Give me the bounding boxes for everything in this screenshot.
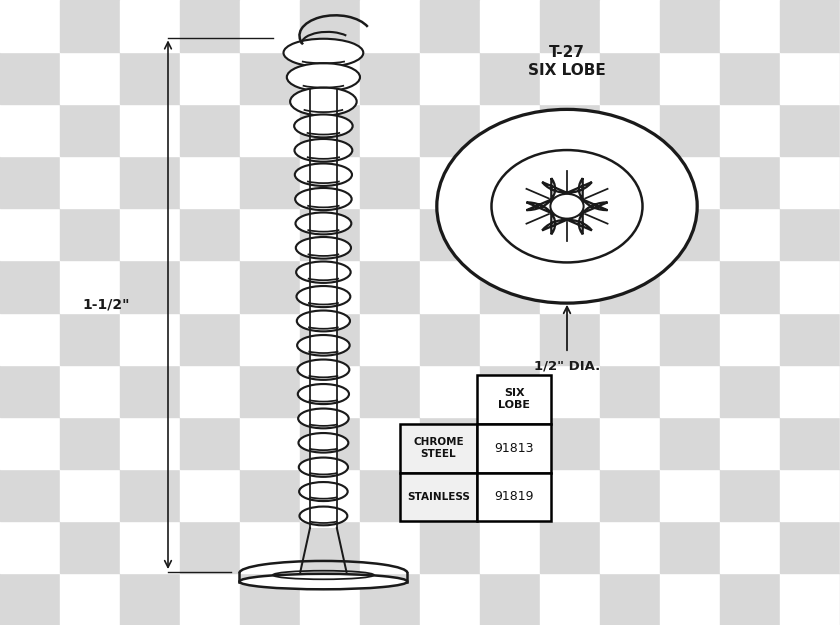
Text: SIX
LOBE: SIX LOBE xyxy=(498,388,530,411)
Ellipse shape xyxy=(296,237,351,259)
Ellipse shape xyxy=(297,286,350,307)
Ellipse shape xyxy=(297,311,350,331)
Text: STAINLESS: STAINLESS xyxy=(407,492,470,502)
Bar xyxy=(400,424,477,472)
Bar xyxy=(477,375,551,424)
Ellipse shape xyxy=(296,213,351,234)
Ellipse shape xyxy=(299,458,348,477)
Ellipse shape xyxy=(298,384,349,404)
Text: 91819: 91819 xyxy=(494,491,534,503)
Ellipse shape xyxy=(298,409,349,428)
Bar xyxy=(477,472,551,521)
Circle shape xyxy=(550,194,584,219)
Ellipse shape xyxy=(295,139,352,162)
Polygon shape xyxy=(527,178,607,234)
Text: 1/2" DIA.: 1/2" DIA. xyxy=(534,359,600,372)
Text: T-27
SIX LOBE: T-27 SIX LOBE xyxy=(528,44,606,78)
Ellipse shape xyxy=(239,574,407,589)
Ellipse shape xyxy=(295,188,352,210)
Ellipse shape xyxy=(290,88,357,116)
Ellipse shape xyxy=(294,114,353,138)
Ellipse shape xyxy=(299,482,348,501)
Ellipse shape xyxy=(295,164,352,186)
Bar xyxy=(477,424,551,472)
Ellipse shape xyxy=(297,359,349,380)
Text: CHROME
STEEL: CHROME STEEL xyxy=(413,437,464,459)
Bar xyxy=(400,472,477,521)
Circle shape xyxy=(491,150,643,262)
Text: 91813: 91813 xyxy=(494,442,534,454)
Ellipse shape xyxy=(300,506,348,525)
Ellipse shape xyxy=(298,433,349,452)
Ellipse shape xyxy=(284,39,364,67)
Ellipse shape xyxy=(297,335,349,356)
Circle shape xyxy=(437,109,697,303)
Bar xyxy=(310,41,337,528)
Ellipse shape xyxy=(286,63,360,91)
Text: 1-1/2": 1-1/2" xyxy=(82,298,130,312)
Ellipse shape xyxy=(297,261,350,283)
